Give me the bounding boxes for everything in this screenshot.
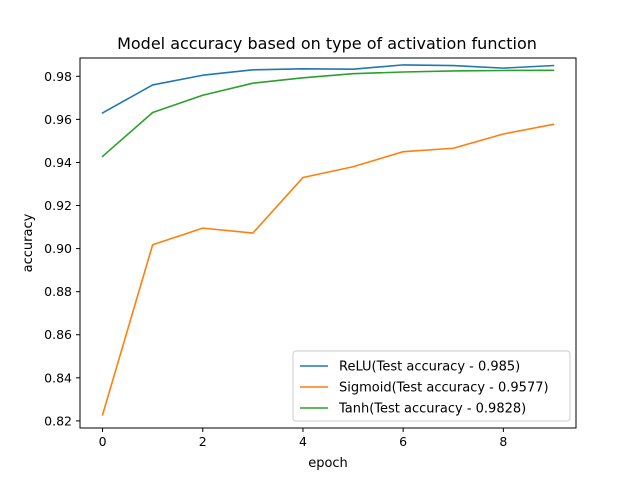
x-tick-label: 8 [499, 434, 507, 449]
series-line-1 [101, 123, 555, 416]
y-tick-label: 0.96 [44, 112, 72, 127]
legend-box [292, 350, 571, 422]
chart-title: Model accuracy based on type of activati… [117, 34, 537, 53]
x-axis-label: epoch [308, 456, 348, 471]
y-tick-label: 0.82 [44, 413, 72, 428]
x-axis-ticks: 0 2 4 6 8 [99, 428, 507, 449]
y-tick-label: 0.88 [44, 284, 72, 299]
y-axis-ticks: 0.82 0.84 0.86 0.88 0.90 0.92 0.94 0.96 0.98 [44, 69, 80, 428]
x-tick-label: 0 [99, 434, 107, 449]
legend-entries: ReLU(Test accuracy - 0.985) Sigmoid(Test … [300, 360, 549, 417]
x-tick-label: 6 [399, 434, 407, 449]
legend-label-2: Tanh(Test accuracy - 0.9828) [338, 402, 526, 417]
legend: ReLU(Test accuracy - 0.985) Sigmoid(Test … [292, 350, 571, 422]
plot-area [79, 57, 577, 429]
series-line-0 [101, 64, 555, 115]
y-tick-label: 0.98 [44, 69, 72, 84]
x-tick-label: 2 [199, 434, 207, 449]
y-tick-label: 0.90 [44, 241, 72, 256]
series-line-2 [101, 69, 555, 158]
y-tick-label: 0.84 [44, 370, 72, 385]
y-axis-label: accuracy [21, 213, 36, 272]
plot-frame [79, 57, 577, 429]
y-tick-label: 0.94 [44, 155, 72, 170]
y-tick-label: 0.86 [44, 327, 72, 342]
x-tick-label: 4 [299, 434, 307, 449]
legend-label-1: Sigmoid(Test accuracy - 0.9577) [339, 381, 549, 396]
legend-label-0: ReLU(Test accuracy - 0.985) [339, 360, 520, 375]
y-tick-label: 0.92 [44, 198, 72, 213]
series-lines [101, 64, 555, 416]
